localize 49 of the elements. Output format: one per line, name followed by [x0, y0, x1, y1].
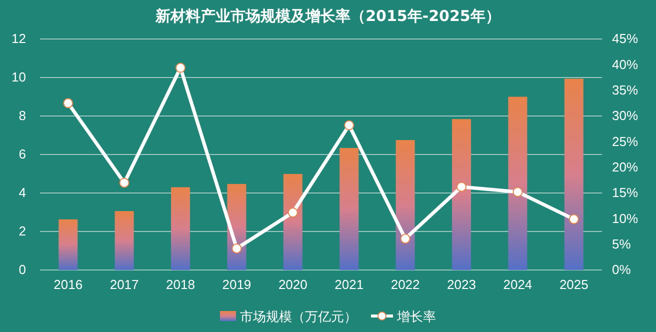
point: [288, 208, 298, 218]
y-tick-label: 6: [18, 146, 26, 162]
bar: [508, 96, 528, 270]
bar: [283, 174, 302, 270]
bar: [171, 187, 190, 270]
y-tick-label: 2: [18, 224, 26, 239]
bar: [340, 148, 359, 270]
y2-tick-label: 35%: [612, 82, 638, 98]
x-tick-label: 2016: [54, 277, 83, 292]
x-tick-label: 2024: [503, 277, 532, 292]
y2-tick-label: 0%: [612, 262, 632, 278]
point: [456, 182, 466, 192]
x-tick-label: 2022: [390, 277, 420, 292]
y-tick-label: 12: [12, 31, 26, 46]
point: [63, 98, 74, 108]
point: [119, 178, 130, 188]
x-tick-label: 2017: [110, 277, 139, 292]
y2-tick-label: 15%: [612, 185, 638, 200]
point: [344, 120, 354, 130]
x-tick-label: 2023: [447, 277, 476, 292]
point: [232, 243, 242, 254]
y2-tick-label: 25%: [612, 134, 638, 149]
legend-label: 增长率: [396, 309, 436, 325]
bar: [58, 219, 78, 270]
x-tick-label: 2021: [334, 277, 364, 292]
y2-tick-label: 40%: [612, 56, 638, 72]
x-tick-label: 2019: [222, 277, 252, 292]
y-tick-label: 10: [12, 70, 26, 85]
bar: [452, 119, 471, 270]
y2-tick-label: 5%: [612, 236, 632, 252]
x-tick-label: 2025: [559, 277, 588, 292]
y2-tick-label: 10%: [612, 210, 638, 226]
y2-tick-label: 45%: [612, 31, 638, 46]
y2-tick-label: 30%: [612, 108, 638, 124]
bar: [564, 78, 584, 270]
point: [176, 62, 186, 73]
legend-label: 市场规模（万亿元）: [240, 310, 357, 325]
x-tick-label: 2018: [166, 277, 195, 292]
bar: [396, 140, 415, 270]
x-tick-label: 2020: [278, 277, 308, 292]
y-tick-label: 8: [18, 108, 26, 124]
bar: [114, 211, 134, 270]
point: [400, 234, 410, 244]
point: [568, 214, 579, 224]
y-tick-label: 4: [18, 185, 26, 200]
chart-title: 新材料产业市场规模及增长率（2015年-2025年）: [154, 7, 500, 25]
point: [512, 186, 523, 197]
y-tick-label: 0: [18, 262, 26, 278]
y2-tick-label: 20%: [612, 159, 638, 174]
